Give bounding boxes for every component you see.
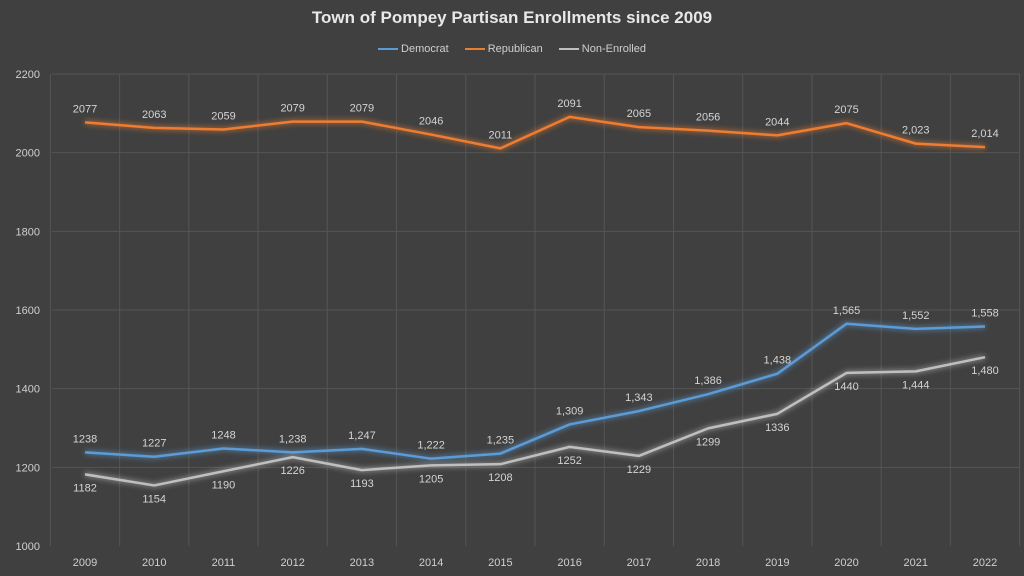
data-label-non-enrolled: 1440 — [834, 381, 858, 393]
legend-swatch-democrat — [378, 48, 399, 50]
data-label-non-enrolled: 1190 — [212, 479, 236, 491]
legend-item-non-enrolled: Non-Enrolled — [558, 43, 646, 55]
y-axis-ticks: 1000 1200 1400 1600 1800 2000 2200 — [16, 69, 40, 553]
data-label-democrat: 1,438 — [764, 355, 792, 367]
x-tick-label: 2012 — [280, 557, 304, 569]
data-label-non-enrolled: 1336 — [765, 422, 789, 434]
data-label-democrat: 1,238 — [279, 433, 307, 445]
data-label-republican: 2075 — [834, 104, 858, 116]
data-label-democrat: 1227 — [142, 438, 166, 450]
x-tick-label: 2010 — [142, 557, 166, 569]
data-label-democrat: 1,235 — [487, 435, 515, 447]
x-tick-label: 2011 — [212, 557, 236, 569]
data-label-non-enrolled: 1,444 — [902, 379, 930, 391]
data-label-non-enrolled: 1,480 — [971, 365, 999, 377]
legend-label-democrat: Democrat — [401, 43, 449, 55]
legend-swatch-non-enrolled — [558, 48, 579, 50]
data-label-non-enrolled: 1154 — [142, 493, 166, 505]
data-label-democrat: 1,309 — [556, 405, 584, 417]
data-label-democrat: 1,247 — [348, 430, 376, 442]
data-label-republican: 2091 — [557, 98, 581, 110]
legend-swatch-republican — [464, 48, 485, 50]
data-label-republican: 2065 — [627, 108, 651, 120]
data-label-democrat: 1238 — [73, 433, 97, 445]
x-tick-label: 2020 — [834, 557, 858, 569]
data-label-non-enrolled: 1226 — [280, 465, 304, 477]
series-lines — [84, 115, 986, 487]
legend: Democrat Republican Non-Enrolled — [0, 43, 1024, 55]
y-tick-label: 1600 — [16, 305, 40, 317]
y-tick-label: 1200 — [16, 462, 40, 474]
y-tick-label: 2200 — [16, 69, 40, 81]
legend-label-non-enrolled: Non-Enrolled — [581, 43, 646, 55]
y-tick-label: 2000 — [16, 148, 40, 160]
y-tick-label: 1000 — [16, 541, 40, 553]
x-tick-label: 2017 — [627, 557, 651, 569]
data-labels: 1238 1227 1248 1,238 1,247 1,222 1,235 1,309 1,3… — [73, 98, 999, 506]
gridlines — [49, 73, 1021, 546]
x-tick-label: 2022 — [973, 557, 997, 569]
data-label-republican: 2056 — [696, 112, 720, 124]
data-label-democrat: 1,222 — [417, 440, 445, 452]
data-label-non-enrolled: 1208 — [488, 472, 512, 484]
data-label-republican: 2077 — [73, 103, 97, 115]
data-label-democrat: 1248 — [211, 429, 235, 441]
data-label-republican: 2,023 — [902, 125, 930, 137]
series-line-democrat — [84, 322, 986, 460]
data-label-democrat: 1,558 — [971, 308, 999, 320]
x-axis-ticks: 2009 2010 2011 2012 2013 2014 2015 2016 2017 2018… — [73, 557, 997, 569]
series-line-republican — [84, 115, 986, 150]
data-label-non-enrolled: 1193 — [350, 478, 374, 490]
x-tick-label: 2015 — [488, 557, 512, 569]
data-label-democrat: 1,343 — [625, 392, 653, 404]
data-label-republican: 2044 — [765, 116, 789, 128]
data-label-republican: 2011 — [489, 129, 513, 141]
x-tick-label: 2019 — [765, 557, 789, 569]
x-tick-label: 2013 — [350, 557, 374, 569]
data-label-democrat: 1,565 — [833, 305, 861, 317]
data-label-non-enrolled: 1182 — [73, 482, 97, 494]
data-label-republican: 2046 — [419, 116, 443, 128]
data-label-democrat: 1,552 — [902, 310, 930, 322]
data-label-republican: 2063 — [142, 109, 166, 121]
y-tick-label: 1400 — [16, 384, 40, 396]
data-label-republican: 2,014 — [971, 128, 999, 140]
chart-title: Town of Pompey Partisan Enrollments sinc… — [311, 8, 713, 27]
x-tick-label: 2021 — [904, 557, 928, 569]
data-label-non-enrolled: 1299 — [696, 436, 720, 448]
data-label-non-enrolled: 1252 — [557, 455, 581, 467]
legend-label-republican: Republican — [487, 43, 543, 55]
series-line-non-enrolled — [84, 355, 986, 487]
x-tick-label: 2009 — [73, 557, 97, 569]
data-label-non-enrolled: 1205 — [419, 473, 443, 485]
data-label-democrat: 1,386 — [694, 375, 722, 387]
x-tick-label: 2016 — [557, 557, 581, 569]
legend-item-democrat: Democrat — [378, 43, 449, 55]
x-tick-label: 2014 — [419, 557, 443, 569]
data-label-republican: 2079 — [280, 103, 304, 115]
data-label-republican: 2079 — [350, 103, 374, 115]
legend-item-republican: Republican — [464, 43, 543, 55]
data-label-republican: 2059 — [211, 110, 235, 122]
y-tick-label: 1800 — [16, 226, 40, 238]
x-tick-label: 2018 — [696, 557, 720, 569]
data-label-non-enrolled: 1229 — [627, 464, 651, 476]
